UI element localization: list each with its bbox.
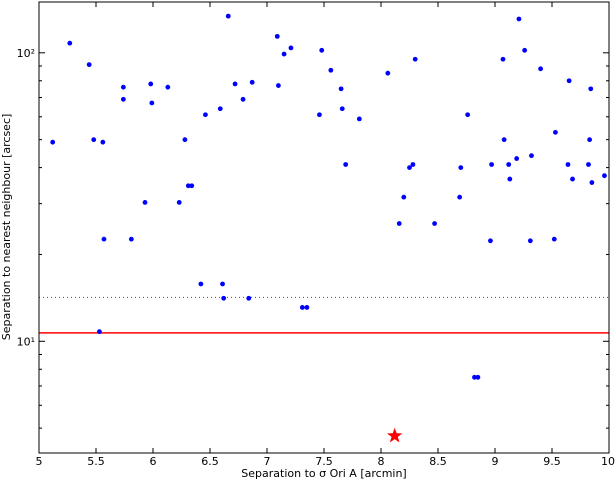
data-point: [299, 305, 305, 310]
data-point: [220, 281, 225, 287]
data-point: [458, 165, 464, 171]
data-point: [274, 33, 280, 39]
data-point: [149, 100, 155, 106]
data-point: [538, 66, 543, 72]
x-tick-label: 8: [378, 455, 385, 468]
data-point: [475, 374, 481, 380]
data-point: [221, 295, 227, 301]
data-point: [142, 199, 148, 205]
data-point: [189, 183, 195, 189]
data-point: [589, 180, 595, 185]
x-tick-label: 8.5: [429, 455, 447, 468]
data-point: [328, 67, 334, 73]
y-tick-label: 10²: [17, 47, 35, 60]
data-point: [522, 47, 528, 53]
y-tick-label: 10¹: [17, 335, 35, 348]
data-point: [588, 86, 594, 92]
x-tick-label: 6.5: [201, 455, 219, 468]
reference-lines: [39, 296, 609, 334]
data-point: [148, 81, 154, 87]
data-point: [506, 162, 512, 167]
data-point: [401, 194, 407, 200]
y-tick-labels: 10¹ 10²: [17, 47, 35, 348]
data-point: [488, 238, 493, 244]
data-point: [338, 86, 344, 92]
data-point: [356, 116, 362, 122]
data-point: [412, 56, 418, 62]
data-point: [249, 79, 255, 85]
data-point: [288, 45, 294, 51]
data-point: [407, 165, 412, 171]
data-point: [396, 221, 402, 226]
data-point: [587, 137, 593, 143]
x-tick-label: 9: [492, 455, 499, 468]
data-point: [317, 112, 322, 118]
data-point: [91, 137, 97, 143]
data-point: [489, 162, 494, 167]
data-point: [529, 153, 534, 159]
data-point: [457, 194, 463, 200]
data-point: [410, 162, 416, 167]
data-point: [514, 156, 520, 161]
data-point: [203, 112, 208, 118]
data-point: [565, 162, 571, 167]
data-point: [217, 106, 223, 112]
axis-ticks: [38, 2, 610, 453]
x-axis-label: Separation to σ Ori A [arcmin]: [241, 467, 406, 480]
data-point: [472, 374, 477, 380]
data-point: [246, 295, 252, 301]
data-point: [281, 51, 287, 57]
data-point: [507, 176, 513, 182]
data-point: [232, 81, 238, 87]
data-point: [304, 305, 310, 310]
x-tick-label: 5.5: [87, 455, 105, 468]
data-point: [465, 112, 471, 118]
x-tick-label: 9.5: [543, 455, 561, 468]
data-point: [527, 238, 533, 244]
data-point: [101, 236, 107, 242]
data-point: [432, 221, 437, 226]
data-point: [501, 137, 507, 143]
data-point: [100, 139, 106, 145]
data-point: [128, 236, 134, 242]
data-point: [240, 96, 246, 102]
x-tick-label: 10: [601, 455, 615, 468]
data-point: [67, 40, 73, 46]
data-point: [182, 137, 188, 143]
x-tick-label: 7.5: [315, 455, 333, 468]
data-point: [120, 84, 126, 90]
x-tick-labels: 5 5.5 6 6.5 7 7.5 8 8.5 9 9.5 10: [36, 455, 616, 468]
highlight-marker: [386, 427, 403, 443]
data-point: [339, 106, 345, 112]
y-axis-label: Separation to nearest neighbour [arcsec]: [0, 114, 13, 341]
data-point: [97, 329, 102, 335]
data-point: [50, 139, 56, 145]
data-point: [602, 173, 607, 179]
data-point: [500, 56, 506, 62]
data-point: [385, 70, 391, 76]
data-point: [516, 16, 522, 22]
data-point: [276, 83, 281, 88]
data-point: [185, 183, 191, 189]
star-icon: [386, 427, 403, 443]
data-point: [319, 47, 325, 53]
data-point: [343, 162, 349, 167]
data-point: [176, 199, 182, 205]
data-point: [566, 78, 572, 84]
data-points: [50, 13, 607, 380]
data-point: [586, 162, 591, 167]
data-point: [551, 236, 557, 242]
data-point: [553, 129, 558, 135]
data-point: [86, 62, 92, 68]
data-point: [120, 96, 126, 102]
data-point: [165, 84, 171, 90]
x-tick-label: 6: [150, 455, 157, 468]
data-point: [198, 281, 204, 287]
data-point: [225, 13, 231, 19]
x-tick-label: 7: [264, 455, 271, 468]
data-point: [570, 176, 575, 182]
x-tick-label: 5: [36, 455, 43, 468]
